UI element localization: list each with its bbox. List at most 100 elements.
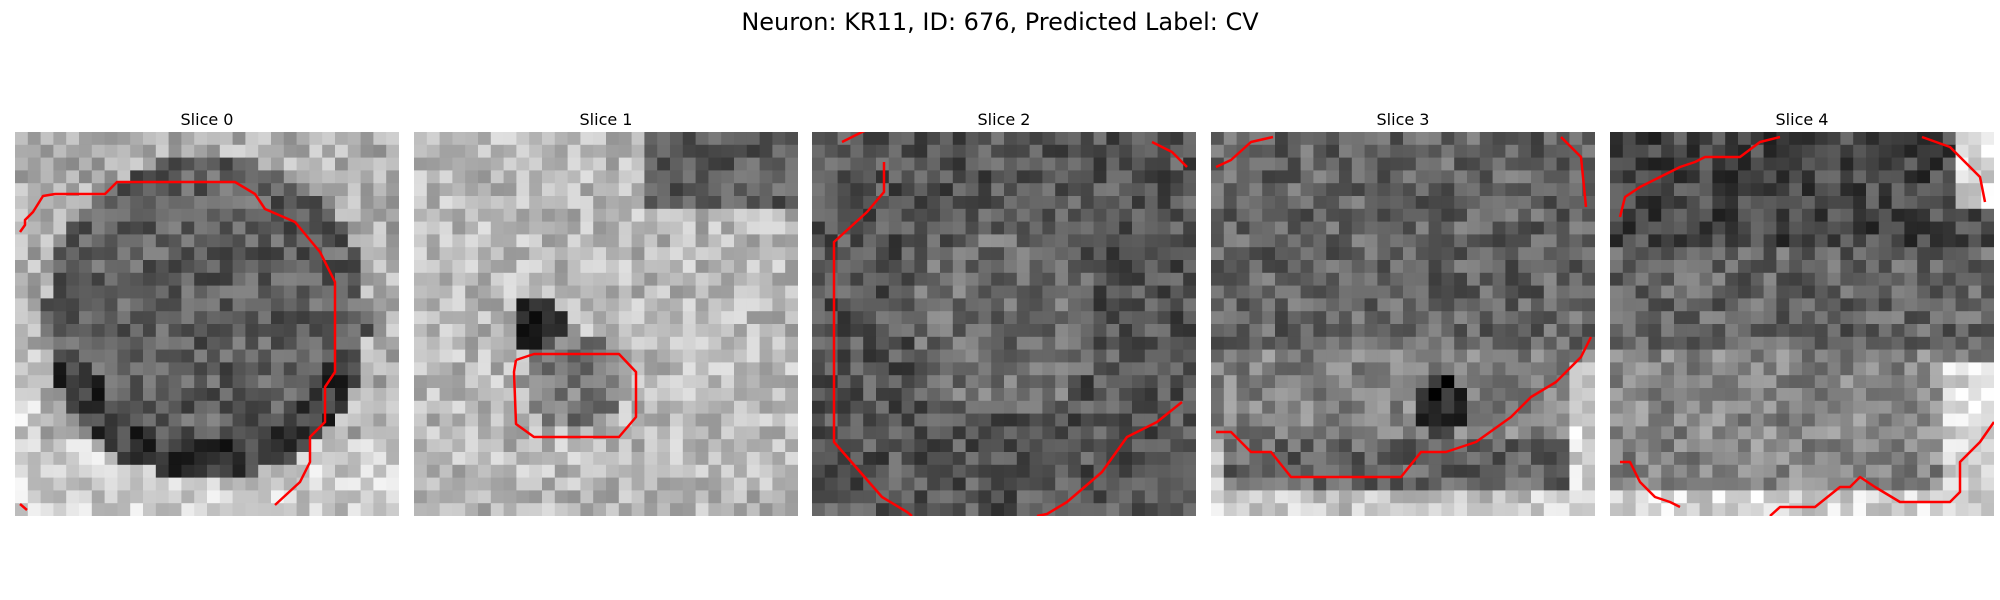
pixel [1738,260,1752,274]
pixel [670,490,684,504]
pixel [516,490,530,504]
pixel [15,439,29,453]
pixel [606,260,620,274]
pixel [1622,490,1636,504]
pixel [1648,464,1662,478]
pixel [1789,196,1803,210]
pixel [1004,170,1018,184]
pixel [91,298,105,312]
pixel [516,272,530,286]
pixel [1750,247,1764,261]
pixel [1661,298,1675,312]
pixel [503,426,517,440]
pixel [1635,426,1649,440]
pixel [1531,285,1545,299]
pixel [1390,144,1404,158]
pixel [952,234,966,248]
pixel [219,234,233,248]
pixel [155,221,169,235]
pixel [503,490,517,504]
pixel [542,375,556,389]
pixel [1738,477,1752,491]
pixel [952,400,966,414]
pixel [657,324,671,338]
pixel [580,234,594,248]
pixel [1300,490,1314,504]
pixel [837,260,851,274]
pixel [1364,413,1378,427]
pixel [1569,260,1583,274]
pixel [194,375,208,389]
pixel [1930,464,1944,478]
pixel [1981,400,1994,414]
pixel [1364,375,1378,389]
pixel [1917,260,1931,274]
pixel [53,336,67,350]
pixel [991,388,1005,402]
pixel [309,336,323,350]
pixel [580,132,594,146]
pixel [40,324,54,338]
pixel [1725,221,1739,235]
pixel [1981,157,1994,171]
pixel [1042,298,1056,312]
pixel [1531,362,1545,376]
pixel [258,170,272,184]
pixel [503,170,517,184]
pixel [1505,311,1519,325]
pixel [104,208,118,222]
pixel [1479,452,1493,466]
pixel [1106,170,1120,184]
pixel [1776,324,1790,338]
pixel [1582,272,1595,286]
pixel [991,298,1005,312]
pixel [1170,285,1184,299]
pixel [1610,170,1624,184]
pixel [1942,183,1956,197]
pixel [1275,196,1289,210]
pixel [1249,234,1263,248]
pixel [490,400,504,414]
pixel [1981,132,1994,146]
pixel [1300,170,1314,184]
pixel [143,452,157,466]
pixel [1339,413,1353,427]
pixel [965,388,979,402]
pixel [347,490,361,504]
pixel [1661,272,1675,286]
pixel [1853,183,1867,197]
pixel [1531,170,1545,184]
pixel [40,221,54,235]
pixel [721,324,735,338]
pixel [478,439,492,453]
pixel [863,183,877,197]
pixel [708,477,722,491]
pixel [1904,426,1918,440]
pixel [296,247,310,261]
pixel [644,490,658,504]
pixel [258,272,272,286]
pixel [695,298,709,312]
pixel [1776,452,1790,466]
pixel [1415,439,1429,453]
pixel [1300,208,1314,222]
pixel [1942,426,1956,440]
pixel [1622,144,1636,158]
pixel [785,234,798,248]
pixel [1403,439,1417,453]
pixel [1068,260,1082,274]
pixel [181,157,195,171]
pixel [207,413,221,427]
pixel [542,272,556,286]
pixel [1364,400,1378,414]
pixel [1403,234,1417,248]
pixel [1531,490,1545,504]
pixel [478,221,492,235]
pixel [940,400,954,414]
pixel [1016,349,1030,363]
pixel [1814,464,1828,478]
pixel [1055,144,1069,158]
pixel [271,336,285,350]
pixel [1068,503,1082,516]
pixel [978,144,992,158]
